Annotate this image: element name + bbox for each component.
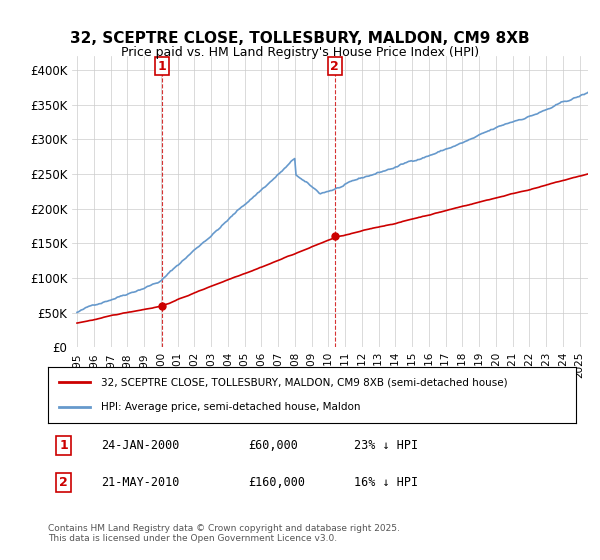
Text: 21-MAY-2010: 21-MAY-2010 (101, 477, 179, 489)
Text: 32, SCEPTRE CLOSE, TOLLESBURY, MALDON, CM9 8XB (semi-detached house): 32, SCEPTRE CLOSE, TOLLESBURY, MALDON, C… (101, 377, 508, 388)
Text: 24-JAN-2000: 24-JAN-2000 (101, 438, 179, 452)
Text: Contains HM Land Registry data © Crown copyright and database right 2025.
This d: Contains HM Land Registry data © Crown c… (48, 524, 400, 543)
Text: 2: 2 (59, 477, 68, 489)
Text: 2: 2 (331, 60, 339, 73)
Text: HPI: Average price, semi-detached house, Maldon: HPI: Average price, semi-detached house,… (101, 402, 360, 412)
Text: Price paid vs. HM Land Registry's House Price Index (HPI): Price paid vs. HM Land Registry's House … (121, 46, 479, 59)
Text: 23% ↓ HPI: 23% ↓ HPI (354, 438, 418, 452)
Text: £160,000: £160,000 (248, 477, 305, 489)
Text: £60,000: £60,000 (248, 438, 299, 452)
Text: 32, SCEPTRE CLOSE, TOLLESBURY, MALDON, CM9 8XB: 32, SCEPTRE CLOSE, TOLLESBURY, MALDON, C… (70, 31, 530, 46)
Text: 1: 1 (59, 438, 68, 452)
Text: 16% ↓ HPI: 16% ↓ HPI (354, 477, 418, 489)
Text: 1: 1 (158, 60, 166, 73)
